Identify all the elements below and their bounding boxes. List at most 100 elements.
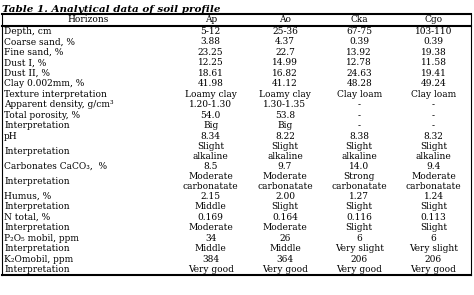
Text: Coarse sand, %: Coarse sand, %	[4, 37, 75, 46]
Text: Apparent density, g/cm³: Apparent density, g/cm³	[4, 100, 114, 109]
Text: Moderate
carbonatate: Moderate carbonatate	[183, 172, 238, 191]
Text: 49.24: 49.24	[420, 79, 447, 88]
Text: Slight
alkaline: Slight alkaline	[193, 142, 228, 161]
Text: -: -	[358, 100, 361, 109]
Text: Very slight: Very slight	[335, 244, 383, 253]
Text: Carbonates CaCO₃,  %: Carbonates CaCO₃, %	[4, 162, 107, 171]
Text: 41.98: 41.98	[198, 79, 224, 88]
Text: 13.92: 13.92	[346, 48, 372, 57]
Text: Horizons: Horizons	[67, 16, 109, 24]
Text: 18.61: 18.61	[198, 69, 224, 78]
Text: Slight: Slight	[420, 202, 447, 211]
Text: Interpretation: Interpretation	[4, 121, 70, 130]
Text: Middle: Middle	[195, 202, 227, 211]
Text: Clay 0.002mm, %: Clay 0.002mm, %	[4, 79, 84, 88]
Text: Depth, cm: Depth, cm	[4, 27, 52, 36]
Text: K₂Omobil, ppm: K₂Omobil, ppm	[4, 255, 73, 264]
Text: Interpretation: Interpretation	[4, 244, 70, 253]
Text: 22.7: 22.7	[275, 48, 295, 57]
Text: 1.20-1.30: 1.20-1.30	[189, 100, 232, 109]
Text: 67-75: 67-75	[346, 27, 372, 36]
Text: Slight
alkaline: Slight alkaline	[267, 142, 303, 161]
Text: Loamy clay: Loamy clay	[259, 90, 311, 99]
Text: 103-110: 103-110	[415, 27, 452, 36]
Text: Middle: Middle	[269, 244, 301, 253]
Text: 26: 26	[279, 234, 291, 243]
Text: 14.0: 14.0	[349, 162, 369, 171]
Text: 8.5: 8.5	[203, 162, 218, 171]
Text: Ao: Ao	[279, 16, 291, 24]
Text: Moderate
carbonatate: Moderate carbonatate	[406, 172, 461, 191]
Text: P₂O₅ mobil, ppm: P₂O₅ mobil, ppm	[4, 234, 79, 243]
Text: 48.28: 48.28	[346, 79, 372, 88]
Text: Loamy clay: Loamy clay	[185, 90, 237, 99]
Text: Cgo: Cgo	[424, 16, 443, 24]
Text: 384: 384	[202, 255, 219, 264]
Text: -: -	[432, 121, 435, 130]
Text: 6: 6	[356, 234, 362, 243]
Text: 12.25: 12.25	[198, 58, 224, 67]
Text: Very good: Very good	[336, 265, 382, 274]
Text: Cka: Cka	[350, 16, 368, 24]
Text: Interpretation: Interpretation	[4, 223, 70, 232]
Text: 206: 206	[425, 255, 442, 264]
Text: 1.24: 1.24	[423, 192, 444, 201]
Text: Slight
alkaline: Slight alkaline	[416, 142, 451, 161]
Text: Moderate
carbonatate: Moderate carbonatate	[257, 172, 313, 191]
Text: 11.58: 11.58	[420, 58, 447, 67]
Text: Dust II, %: Dust II, %	[4, 69, 50, 78]
Text: 5-12: 5-12	[201, 27, 221, 36]
Text: 6: 6	[430, 234, 437, 243]
Text: Texture interpretation: Texture interpretation	[4, 90, 107, 99]
Text: N total, %: N total, %	[4, 213, 50, 222]
Text: 16.82: 16.82	[272, 69, 298, 78]
Text: 1.27: 1.27	[349, 192, 369, 201]
Text: 25-36: 25-36	[272, 27, 298, 36]
Text: 19.38: 19.38	[420, 48, 447, 57]
Text: Middle: Middle	[195, 244, 227, 253]
Text: Fine sand, %: Fine sand, %	[4, 48, 64, 57]
Text: Moderate: Moderate	[263, 223, 307, 232]
Text: Humus, %: Humus, %	[4, 192, 51, 201]
Text: 8.32: 8.32	[424, 132, 443, 141]
Text: 8.22: 8.22	[275, 132, 295, 141]
Text: Total porosity, %: Total porosity, %	[4, 111, 80, 120]
Text: Very slight: Very slight	[409, 244, 458, 253]
Text: 0.113: 0.113	[420, 213, 447, 222]
Text: 8.38: 8.38	[349, 132, 369, 141]
Text: Clay loam: Clay loam	[411, 90, 456, 99]
Text: 0.39: 0.39	[423, 37, 444, 46]
Text: Big: Big	[203, 121, 219, 130]
Text: 19.41: 19.41	[420, 69, 447, 78]
Text: pH: pH	[4, 132, 18, 141]
Text: -: -	[432, 111, 435, 120]
Text: Dust I, %: Dust I, %	[4, 58, 46, 67]
Text: Table 1. Analytical data of soil profile: Table 1. Analytical data of soil profile	[2, 5, 220, 14]
Text: 53.8: 53.8	[275, 111, 295, 120]
Text: 2.00: 2.00	[275, 192, 295, 201]
Text: 41.12: 41.12	[272, 79, 298, 88]
Text: Slight: Slight	[346, 223, 373, 232]
Text: Interpretation: Interpretation	[4, 147, 70, 156]
Text: Big: Big	[277, 121, 292, 130]
Text: Very good: Very good	[262, 265, 308, 274]
Text: 1.30-1.35: 1.30-1.35	[264, 100, 307, 109]
Text: 8.34: 8.34	[201, 132, 221, 141]
Text: -: -	[358, 121, 361, 130]
Text: Very good: Very good	[410, 265, 456, 274]
Text: 12.78: 12.78	[346, 58, 372, 67]
Text: 24.63: 24.63	[346, 69, 372, 78]
Text: Ap: Ap	[205, 16, 217, 24]
Text: Interpretation: Interpretation	[4, 202, 70, 211]
Text: 23.25: 23.25	[198, 48, 224, 57]
Text: Slight: Slight	[272, 202, 299, 211]
Text: Interpretation: Interpretation	[4, 265, 70, 274]
Text: 3.88: 3.88	[201, 37, 221, 46]
Text: 4.37: 4.37	[275, 37, 295, 46]
Text: Slight
alkaline: Slight alkaline	[341, 142, 377, 161]
Text: 0.164: 0.164	[272, 213, 298, 222]
Text: 0.116: 0.116	[346, 213, 372, 222]
Text: 0.39: 0.39	[349, 37, 369, 46]
Text: Interpretation: Interpretation	[4, 177, 70, 186]
Text: 2.15: 2.15	[201, 192, 221, 201]
